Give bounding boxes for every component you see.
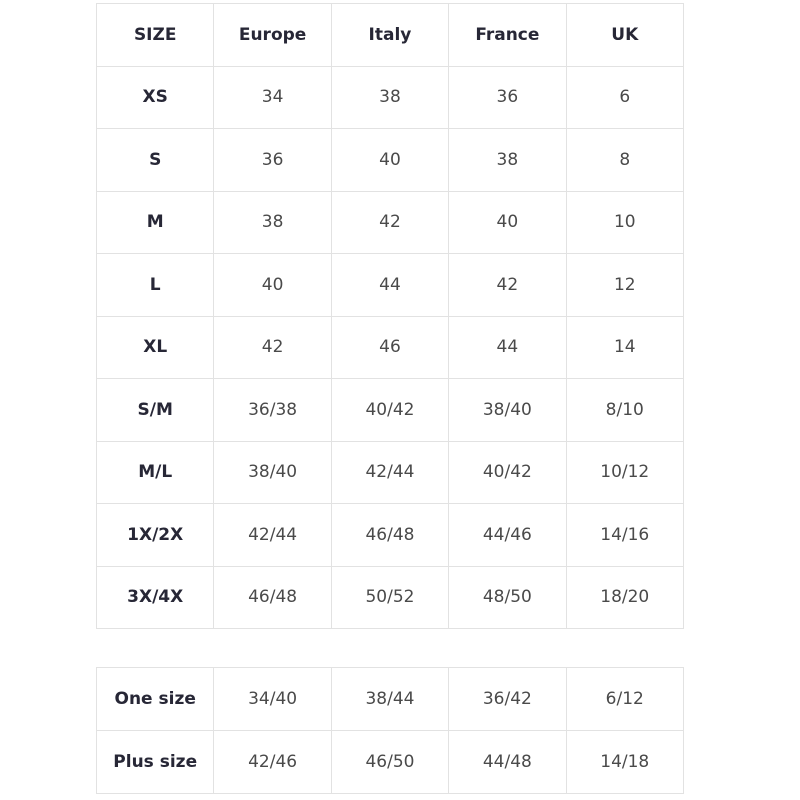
size-label-cell: 1X/2X bbox=[95, 503, 215, 567]
size-label-cell: M/L bbox=[95, 440, 215, 504]
size-value-cell: 40 bbox=[330, 128, 450, 192]
table-row: M/L 38/40 42/44 40/42 10/12 bbox=[95, 440, 684, 504]
size-value-cell: 46/50 bbox=[330, 730, 450, 794]
table-row: 3X/4X 46/48 50/52 48/50 18/20 bbox=[95, 565, 684, 629]
size-conversion-table: SIZE Europe Italy France UK XS 34 38 36 6 S 36 40 38 8… bbox=[95, 3, 684, 629]
table-row: Plus size 42/46 46/50 44/48 14/18 bbox=[95, 730, 684, 794]
column-header: France bbox=[448, 3, 567, 67]
size-value-cell: 38 bbox=[330, 65, 450, 129]
size-value-cell: 14/16 bbox=[565, 503, 684, 567]
size-value-cell: 12 bbox=[565, 253, 684, 317]
size-value-cell: 6/12 bbox=[565, 667, 684, 731]
size-label-cell: One size bbox=[95, 667, 215, 731]
table-row: 1X/2X 42/44 46/48 44/46 14/16 bbox=[95, 503, 684, 567]
size-value-cell: 36 bbox=[213, 128, 332, 192]
column-header: Europe bbox=[213, 3, 332, 67]
size-value-cell: 46/48 bbox=[330, 503, 450, 567]
size-label-cell: L bbox=[95, 253, 215, 317]
size-label-cell: XL bbox=[95, 315, 215, 379]
size-label-cell: S/M bbox=[95, 378, 215, 442]
size-value-cell: 38/40 bbox=[213, 440, 332, 504]
table-row: XS 34 38 36 6 bbox=[95, 65, 684, 129]
table-row: S 36 40 38 8 bbox=[95, 128, 684, 192]
size-value-cell: 40/42 bbox=[448, 440, 567, 504]
header-row: SIZE Europe Italy France UK bbox=[95, 3, 684, 67]
column-header: SIZE bbox=[95, 3, 215, 67]
size-value-cell: 44/46 bbox=[448, 503, 567, 567]
size-value-cell: 40 bbox=[448, 190, 567, 254]
special-size-table: One size 34/40 38/44 36/42 6/12 Plus size 42/4… bbox=[95, 667, 684, 794]
size-value-cell: 18/20 bbox=[565, 565, 684, 629]
size-value-cell: 10 bbox=[565, 190, 684, 254]
column-header: UK bbox=[565, 3, 684, 67]
size-value-cell: 38/40 bbox=[448, 378, 567, 442]
size-value-cell: 40 bbox=[213, 253, 332, 317]
column-header: Italy bbox=[330, 3, 450, 67]
size-value-cell: 38/44 bbox=[330, 667, 450, 731]
size-label-cell: 3X/4X bbox=[95, 565, 215, 629]
size-value-cell: 36/42 bbox=[448, 667, 567, 731]
size-value-cell: 14/18 bbox=[565, 730, 684, 794]
size-value-cell: 10/12 bbox=[565, 440, 684, 504]
size-value-cell: 36/38 bbox=[213, 378, 332, 442]
size-value-cell: 46 bbox=[330, 315, 450, 379]
size-value-cell: 42/44 bbox=[330, 440, 450, 504]
size-value-cell: 36 bbox=[448, 65, 567, 129]
size-label-cell: XS bbox=[95, 65, 215, 129]
table-row: XL 42 46 44 14 bbox=[95, 315, 684, 379]
table-row: L 40 44 42 12 bbox=[95, 253, 684, 317]
size-value-cell: 8/10 bbox=[565, 378, 684, 442]
size-value-cell: 44 bbox=[330, 253, 450, 317]
size-value-cell: 44 bbox=[448, 315, 567, 379]
size-label-cell: S bbox=[95, 128, 215, 192]
size-value-cell: 34/40 bbox=[213, 667, 332, 731]
size-value-cell: 44/48 bbox=[448, 730, 567, 794]
size-value-cell: 48/50 bbox=[448, 565, 567, 629]
size-value-cell: 38 bbox=[448, 128, 567, 192]
size-value-cell: 8 bbox=[565, 128, 684, 192]
table-row: S/M 36/38 40/42 38/40 8/10 bbox=[95, 378, 684, 442]
size-value-cell: 40/42 bbox=[330, 378, 450, 442]
size-value-cell: 34 bbox=[213, 65, 332, 129]
table-row: M 38 42 40 10 bbox=[95, 190, 684, 254]
size-value-cell: 42/44 bbox=[213, 503, 332, 567]
size-value-cell: 46/48 bbox=[213, 565, 332, 629]
table-row: One size 34/40 38/44 36/42 6/12 bbox=[95, 667, 684, 731]
size-value-cell: 38 bbox=[213, 190, 332, 254]
size-value-cell: 50/52 bbox=[330, 565, 450, 629]
size-label-cell: M bbox=[95, 190, 215, 254]
size-value-cell: 42 bbox=[330, 190, 450, 254]
size-value-cell: 42 bbox=[448, 253, 567, 317]
size-value-cell: 42/46 bbox=[213, 730, 332, 794]
size-label-cell: Plus size bbox=[95, 730, 215, 794]
size-value-cell: 42 bbox=[213, 315, 332, 379]
size-value-cell: 6 bbox=[565, 65, 684, 129]
size-value-cell: 14 bbox=[565, 315, 684, 379]
